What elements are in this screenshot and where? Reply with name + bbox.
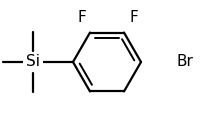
Text: F: F [78, 9, 86, 24]
FancyBboxPatch shape [23, 56, 43, 68]
FancyBboxPatch shape [175, 56, 189, 68]
Text: F: F [130, 9, 138, 24]
FancyBboxPatch shape [126, 11, 142, 23]
Text: Si: Si [26, 54, 40, 69]
Text: Br: Br [177, 54, 194, 69]
FancyBboxPatch shape [74, 11, 90, 23]
